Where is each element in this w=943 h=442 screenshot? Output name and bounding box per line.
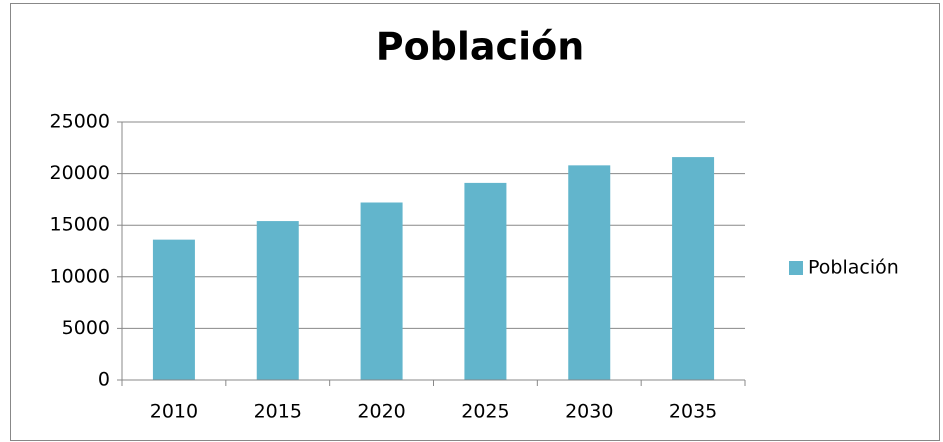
chart-title: Población bbox=[376, 25, 585, 69]
bar bbox=[672, 157, 715, 380]
x-tick-label: 2020 bbox=[357, 401, 405, 423]
x-tick-label: 2035 bbox=[669, 401, 717, 423]
y-tick-label: 0 bbox=[98, 369, 110, 391]
legend-label: Población bbox=[808, 257, 899, 279]
bar bbox=[152, 239, 195, 380]
y-tick-label: 5000 bbox=[62, 317, 110, 339]
bar bbox=[464, 182, 507, 380]
x-tick-label: 2010 bbox=[150, 401, 198, 423]
legend-swatch bbox=[789, 261, 803, 275]
y-tick-label: 25000 bbox=[50, 111, 110, 133]
bar bbox=[360, 202, 403, 380]
x-tick-label: 2030 bbox=[565, 401, 613, 423]
x-tick-label: 2025 bbox=[461, 401, 509, 423]
y-tick-label: 20000 bbox=[50, 162, 110, 184]
y-tick-label: 10000 bbox=[50, 265, 110, 287]
bar bbox=[568, 165, 611, 380]
x-tick-label: 2015 bbox=[254, 401, 302, 423]
y-tick-label: 15000 bbox=[50, 214, 110, 236]
bar bbox=[256, 221, 299, 380]
